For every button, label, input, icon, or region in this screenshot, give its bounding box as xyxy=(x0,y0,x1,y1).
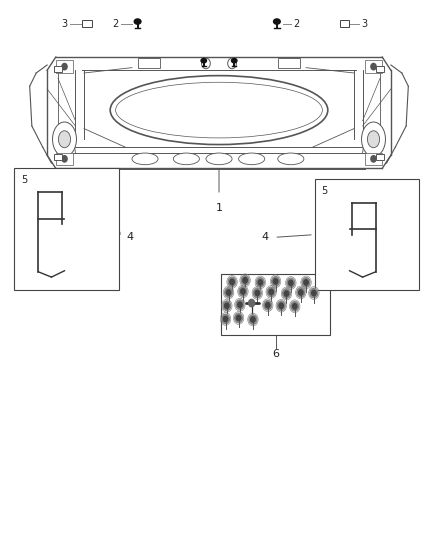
Bar xyxy=(365,60,382,73)
Bar xyxy=(56,60,73,73)
Ellipse shape xyxy=(239,153,265,165)
Circle shape xyxy=(62,63,67,70)
Bar xyxy=(56,152,73,165)
Circle shape xyxy=(223,301,231,311)
Ellipse shape xyxy=(173,153,199,165)
Circle shape xyxy=(267,287,275,297)
Circle shape xyxy=(293,304,297,309)
Circle shape xyxy=(371,63,376,70)
Circle shape xyxy=(201,58,210,69)
Ellipse shape xyxy=(110,76,328,144)
Circle shape xyxy=(241,276,249,285)
Bar xyxy=(339,20,349,27)
Circle shape xyxy=(239,287,247,296)
Bar xyxy=(42,182,50,190)
Circle shape xyxy=(312,290,316,296)
Circle shape xyxy=(235,313,243,322)
Circle shape xyxy=(236,300,244,310)
Bar xyxy=(332,188,339,193)
Bar xyxy=(376,154,384,160)
Circle shape xyxy=(230,279,234,285)
Text: 5: 5 xyxy=(321,185,328,196)
Circle shape xyxy=(228,277,236,287)
Text: 3: 3 xyxy=(361,19,367,29)
Bar xyxy=(365,152,382,165)
Bar xyxy=(315,179,419,290)
Circle shape xyxy=(287,278,295,288)
Ellipse shape xyxy=(361,122,385,157)
Ellipse shape xyxy=(274,19,280,24)
Ellipse shape xyxy=(206,153,232,165)
Ellipse shape xyxy=(278,153,304,165)
Circle shape xyxy=(222,314,230,324)
Circle shape xyxy=(238,302,242,308)
Ellipse shape xyxy=(232,59,237,63)
Bar xyxy=(32,177,39,183)
Bar xyxy=(82,20,92,27)
Ellipse shape xyxy=(134,19,141,24)
Ellipse shape xyxy=(53,122,77,157)
Circle shape xyxy=(371,156,376,162)
Ellipse shape xyxy=(116,82,322,138)
Circle shape xyxy=(269,289,273,295)
Circle shape xyxy=(62,156,67,162)
Circle shape xyxy=(277,301,285,311)
Circle shape xyxy=(256,278,264,287)
Circle shape xyxy=(310,288,318,298)
Circle shape xyxy=(279,303,283,309)
Circle shape xyxy=(265,303,270,308)
Circle shape xyxy=(258,280,262,285)
Ellipse shape xyxy=(58,131,71,148)
Bar xyxy=(278,58,300,68)
Text: 1: 1 xyxy=(215,203,223,213)
Bar xyxy=(54,154,62,160)
Bar xyxy=(221,274,330,335)
Ellipse shape xyxy=(367,131,380,148)
Circle shape xyxy=(283,289,290,298)
Circle shape xyxy=(225,303,229,309)
Circle shape xyxy=(291,302,299,311)
Circle shape xyxy=(249,315,257,324)
Bar xyxy=(54,66,62,72)
Circle shape xyxy=(255,290,259,296)
Text: 3: 3 xyxy=(61,19,67,29)
Text: 6: 6 xyxy=(272,349,279,359)
Bar xyxy=(14,168,119,290)
Circle shape xyxy=(253,288,261,298)
Circle shape xyxy=(243,278,247,283)
Text: 4: 4 xyxy=(261,232,268,243)
Circle shape xyxy=(237,316,241,320)
Ellipse shape xyxy=(201,59,206,63)
Circle shape xyxy=(223,317,228,321)
Circle shape xyxy=(273,279,278,284)
Text: 2: 2 xyxy=(293,19,299,29)
Circle shape xyxy=(304,280,308,285)
Circle shape xyxy=(289,280,293,286)
Text: 5: 5 xyxy=(21,175,27,185)
Circle shape xyxy=(226,290,231,295)
Circle shape xyxy=(228,58,237,69)
Circle shape xyxy=(241,289,245,294)
Text: 2: 2 xyxy=(113,19,119,29)
Circle shape xyxy=(299,290,303,295)
Circle shape xyxy=(249,300,254,307)
Circle shape xyxy=(272,277,279,286)
Bar xyxy=(138,58,160,68)
Circle shape xyxy=(302,278,310,287)
Circle shape xyxy=(284,291,289,296)
Circle shape xyxy=(297,288,305,297)
Bar xyxy=(364,231,372,238)
Text: 4: 4 xyxy=(126,232,133,243)
Bar xyxy=(376,66,384,72)
Ellipse shape xyxy=(132,153,158,165)
Bar xyxy=(42,220,50,228)
Circle shape xyxy=(264,301,272,310)
Circle shape xyxy=(225,288,233,297)
Circle shape xyxy=(251,317,255,322)
Bar xyxy=(364,193,372,200)
